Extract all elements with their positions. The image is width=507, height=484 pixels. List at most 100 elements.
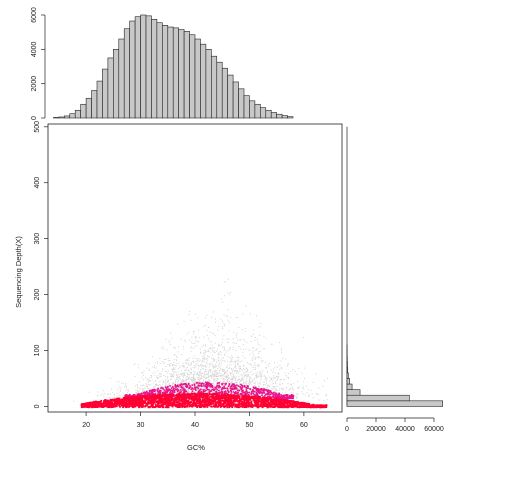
- scatter-point: [209, 389, 211, 390]
- scatter-point: [303, 386, 304, 388]
- scatter-point: [148, 394, 151, 397]
- scatter-point: [170, 363, 172, 365]
- scatter-point: [214, 360, 215, 362]
- scatter-point: [230, 382, 232, 384]
- scatter-point: [228, 383, 231, 385]
- scatter-point: [204, 390, 206, 393]
- scatter-point: [135, 389, 137, 391]
- scatter-point: [175, 380, 177, 382]
- scatter-point: [178, 383, 180, 385]
- scatter-point: [226, 338, 228, 340]
- scatter-point: [188, 381, 190, 383]
- scatter-point: [282, 401, 285, 404]
- scatter-point: [210, 388, 212, 390]
- scatter-point: [256, 376, 258, 378]
- scatter-point: [234, 363, 236, 365]
- scatter-point: [188, 385, 190, 387]
- scatter-point: [258, 384, 260, 386]
- scatter-point: [165, 338, 167, 340]
- scatter-point: [236, 392, 238, 395]
- scatter-point: [249, 376, 251, 378]
- scatter-point: [214, 359, 216, 361]
- scatter-point: [137, 390, 139, 392]
- scatter-point: [200, 364, 202, 366]
- scatter-point: [167, 372, 169, 374]
- scatter-point: [283, 404, 286, 407]
- scatter-point: [226, 392, 228, 394]
- scatter-point: [226, 390, 228, 392]
- scatter-point: [158, 377, 160, 379]
- scatter-point: [132, 394, 134, 397]
- scatter-point: [175, 373, 177, 375]
- scatter-point: [196, 345, 198, 347]
- scatter-point: [188, 390, 190, 392]
- scatter-point: [273, 376, 275, 378]
- scatter-point: [156, 389, 159, 391]
- scatter-point: [208, 387, 210, 388]
- scatter-point: [197, 378, 199, 380]
- scatter-point: [213, 360, 215, 362]
- scatter-point: [119, 389, 121, 391]
- scatter-point: [250, 404, 252, 407]
- scatter-point: [147, 381, 149, 383]
- scatter-point: [182, 379, 184, 381]
- scatter-point: [210, 374, 212, 376]
- scatter-point: [245, 393, 248, 395]
- scatter-point: [176, 375, 178, 377]
- scatter-point: [189, 371, 191, 373]
- scatter-point: [159, 363, 161, 364]
- scatter-point: [130, 398, 133, 401]
- histogram-bar: [123, 28, 130, 119]
- scatter-point: [228, 339, 230, 340]
- scatter-point: [255, 380, 257, 382]
- scatter-point: [162, 382, 164, 384]
- scatter-point: [237, 364, 239, 366]
- scatter-point: [237, 400, 239, 403]
- scatter-point: [187, 395, 190, 398]
- scatter-point: [228, 378, 230, 380]
- scatter-point: [205, 381, 207, 384]
- scatter-point: [292, 369, 293, 371]
- scatter-point: [233, 398, 236, 401]
- scatter-point: [204, 399, 206, 402]
- scatter-point: [167, 358, 169, 359]
- scatter-point: [173, 375, 174, 377]
- scatter-point: [116, 405, 118, 408]
- scatter-point: [217, 356, 219, 358]
- histogram-bar: [53, 117, 60, 119]
- scatter-point: [237, 388, 239, 390]
- scatter-point: [249, 353, 251, 355]
- scatter-point: [158, 390, 160, 393]
- scatter-point: [218, 382, 220, 384]
- scatter-point: [169, 391, 171, 394]
- scatter-point: [186, 397, 188, 400]
- scatter-point: [287, 397, 289, 400]
- scatter-point: [119, 395, 121, 397]
- scatter-point: [157, 370, 159, 371]
- scatter-point: [125, 394, 128, 396]
- scatter-point: [203, 376, 205, 378]
- scatter-point: [281, 368, 283, 369]
- scatter-point: [207, 356, 209, 357]
- scatter-point: [241, 394, 244, 396]
- scatter-point: [253, 394, 256, 397]
- scatter-point: [183, 366, 184, 368]
- scatter-point: [303, 400, 304, 402]
- scatter-point: [291, 400, 294, 403]
- scatter-point: [197, 341, 199, 343]
- scatter-point: [194, 390, 196, 392]
- scatter-point: [195, 313, 197, 315]
- scatter-point: [204, 378, 206, 379]
- scatter-point: [282, 394, 285, 397]
- scatter-point: [238, 346, 240, 348]
- scatter-point: [284, 392, 286, 394]
- scatter-point: [150, 393, 152, 395]
- scatter-point: [255, 377, 257, 379]
- scatter-point: [217, 386, 220, 389]
- scatter-point: [266, 393, 268, 395]
- scatter-point: [241, 369, 243, 371]
- scatter-point: [182, 372, 184, 374]
- scatter-point: [229, 400, 232, 402]
- scatter-point: [193, 333, 195, 335]
- scatter-point: [232, 378, 233, 379]
